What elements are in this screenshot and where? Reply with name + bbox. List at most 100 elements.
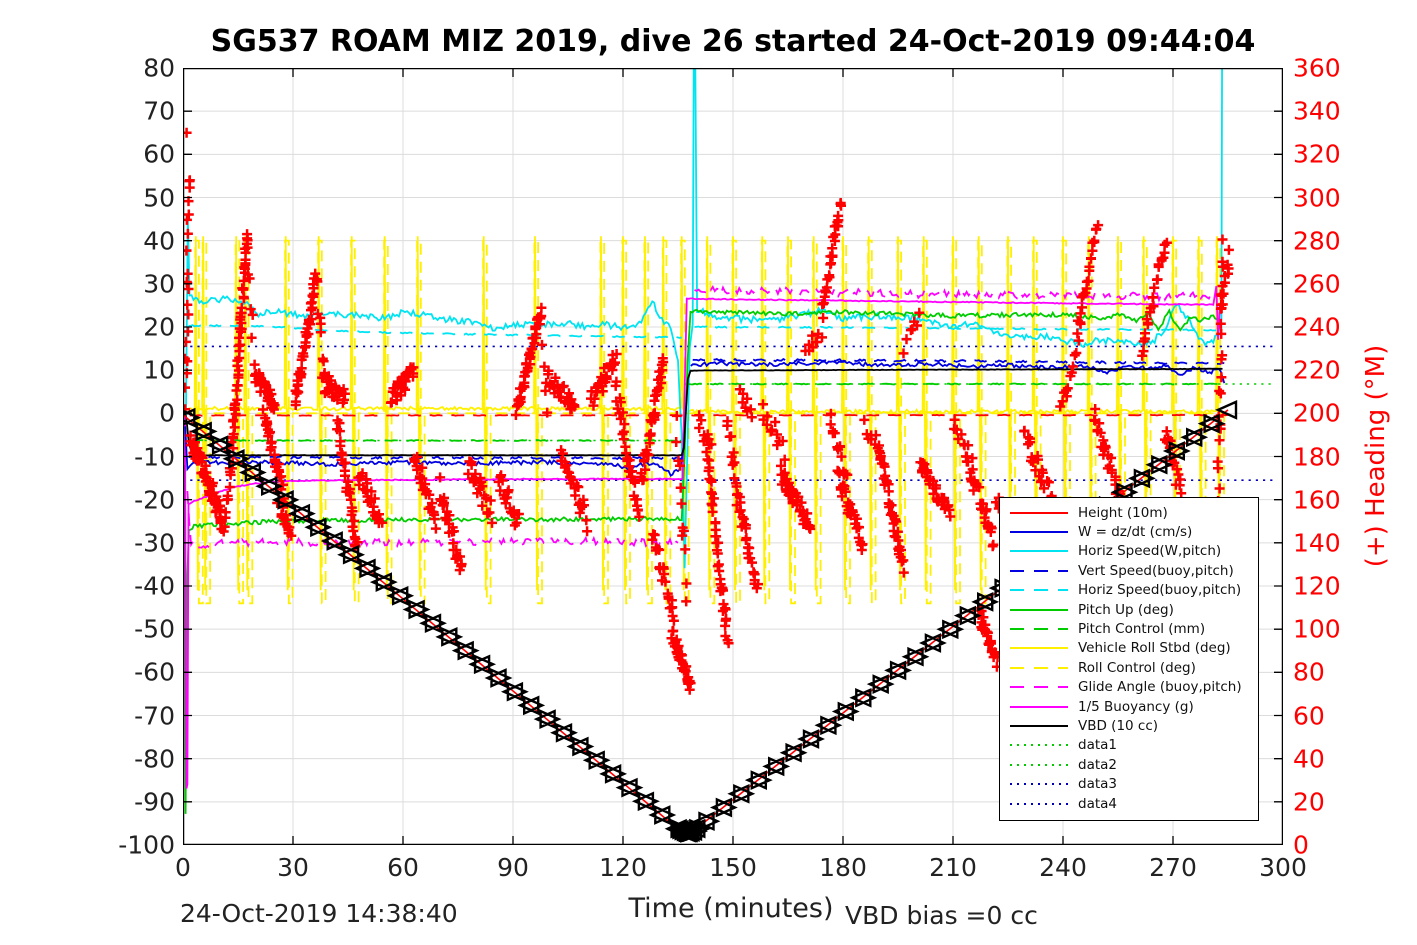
legend-label: Glide Angle (buoy,pitch) [1078, 679, 1242, 696]
legend-swatch [1010, 744, 1068, 747]
y-right-tick-label: 280 [1293, 226, 1341, 256]
legend-label: VBD (10 cc) [1078, 717, 1159, 734]
y-right-tick-label: 220 [1293, 355, 1341, 385]
legend-swatch [1010, 589, 1068, 592]
x-tick-label: 30 [277, 853, 309, 882]
legend-item: data1 [1000, 736, 1258, 755]
y-right-tick-label: 0 [1293, 830, 1309, 860]
right-axis-label: (+) Heading (°M) [1361, 344, 1391, 568]
legend-item: Vehicle Roll Stbd (deg) [1000, 639, 1258, 658]
legend-item: Roll Control (deg) [1000, 658, 1258, 677]
legend-swatch [1010, 628, 1068, 630]
legend-label: Roll Control (deg) [1078, 659, 1196, 676]
legend-swatch [1010, 725, 1068, 727]
y-right-tick-label: 20 [1293, 787, 1325, 817]
y-left-tick-label: -60 [134, 657, 175, 687]
y-right-tick-label: 120 [1293, 571, 1341, 601]
y-right-tick-label: 360 [1293, 53, 1341, 83]
legend-label: Horiz Speed(buoy,pitch) [1078, 582, 1242, 599]
legend-label: Vehicle Roll Stbd (deg) [1078, 640, 1231, 657]
y-right-tick-label: 40 [1293, 744, 1325, 774]
y-left-tick-label: -90 [134, 787, 175, 817]
x-tick-label: 0 [175, 853, 191, 882]
legend-label: 1/5 Buoyancy (g) [1078, 698, 1194, 715]
y-left-tick-label: 10 [143, 355, 175, 385]
legend-swatch [1010, 783, 1068, 786]
y-left-tick-label: 30 [143, 269, 175, 299]
y-left-tick-label: 0 [159, 398, 175, 428]
x-tick-label: 240 [1039, 853, 1087, 882]
x-tick-label: 180 [819, 853, 867, 882]
legend-label: W = dz/dt (cm/s) [1078, 524, 1193, 541]
y-left-tick-label: -70 [134, 701, 175, 730]
legend-swatch [1010, 511, 1068, 514]
legend-item: data4 [1000, 794, 1258, 813]
y-right-tick-label: 60 [1293, 701, 1325, 730]
legend-swatch [1010, 569, 1068, 572]
y-left-tick-label: 50 [143, 183, 175, 212]
legend-label: Height (10m) [1078, 504, 1168, 521]
legend-label: data3 [1078, 776, 1117, 793]
x-tick-label: 60 [387, 853, 419, 882]
y-left-tick-label: -30 [134, 528, 175, 558]
y-left-tick-label: 80 [143, 53, 175, 83]
legend-swatch [1010, 531, 1068, 534]
y-right-tick-label: 300 [1293, 183, 1341, 212]
legend-swatch [1010, 550, 1068, 553]
y-right-tick-label: 140 [1293, 528, 1341, 558]
legend-item: VBD (10 cc) [1000, 716, 1258, 735]
y-left-tick-label: -40 [134, 571, 175, 601]
y-left-tick-label: 20 [143, 312, 175, 342]
legend-item: W = dz/dt (cm/s) [1000, 522, 1258, 541]
legend-swatch [1010, 647, 1068, 650]
y-right-tick-label: 320 [1293, 139, 1341, 169]
legend-swatch [1010, 763, 1068, 766]
y-right-tick-label: 100 [1293, 614, 1341, 644]
chart-title: SG537 ROAM MIZ 2019, dive 26 started 24-… [210, 24, 1256, 59]
y-right-tick-label: 160 [1293, 485, 1341, 515]
legend-item: Pitch Control (mm) [1000, 619, 1258, 638]
legend-item: data2 [1000, 755, 1258, 774]
legend-item: Pitch Up (deg) [1000, 600, 1258, 619]
y-right-tick-label: 240 [1293, 312, 1341, 342]
datetime-label: 24-Oct-2019 14:38:40 [180, 899, 458, 928]
legend-label: data1 [1078, 737, 1117, 754]
x-tick-label: 270 [1149, 853, 1197, 882]
legend-swatch [1010, 686, 1068, 689]
y-left-tick-label: 40 [143, 226, 175, 256]
y-left-tick-label: -100 [118, 830, 175, 860]
y-right-tick-label: 260 [1293, 269, 1341, 299]
x-tick-label: 90 [497, 853, 529, 882]
legend-item: Height (10m) [1000, 503, 1258, 522]
legend-label: Pitch Up (deg) [1078, 601, 1174, 618]
y-left-tick-label: 60 [143, 139, 175, 169]
x-tick-label: 300 [1259, 853, 1307, 882]
y-right-tick-label: 80 [1293, 657, 1325, 687]
legend-swatch [1010, 705, 1068, 708]
legend-swatch [1010, 608, 1068, 611]
y-left-tick-label: -80 [134, 744, 175, 774]
y-left-tick-label: 70 [143, 96, 175, 126]
y-left-tick-label: -20 [134, 485, 175, 515]
x-tick-label: 210 [929, 853, 977, 882]
legend-item: Horiz Speed(buoy,pitch) [1000, 581, 1258, 600]
y-left-tick-label: -50 [134, 614, 175, 644]
legend-label: Pitch Control (mm) [1078, 621, 1206, 638]
x-tick-label: 120 [599, 853, 647, 882]
y-right-tick-label: 180 [1293, 442, 1341, 471]
legend: Height (10m) W = dz/dt (cm/s) Horiz Speed(… [999, 497, 1259, 821]
legend-item: data3 [1000, 774, 1258, 793]
x-tick-label: 150 [709, 853, 757, 882]
legend-item: Vert Speed(buoy,pitch) [1000, 561, 1258, 580]
vbd-bias-label: VBD bias =0 cc [845, 901, 1038, 930]
legend-item: Horiz Speed(W,pitch) [1000, 542, 1258, 561]
legend-swatch [1010, 802, 1068, 805]
legend-label: data4 [1078, 795, 1117, 812]
legend-item: Glide Angle (buoy,pitch) [1000, 678, 1258, 697]
legend-item: 1/5 Buoyancy (g) [1000, 697, 1258, 716]
y-right-tick-label: 340 [1293, 96, 1341, 126]
legend-label: Horiz Speed(W,pitch) [1078, 543, 1222, 560]
x-axis-label: Time (minutes) [628, 893, 834, 924]
legend-swatch [1010, 666, 1068, 669]
